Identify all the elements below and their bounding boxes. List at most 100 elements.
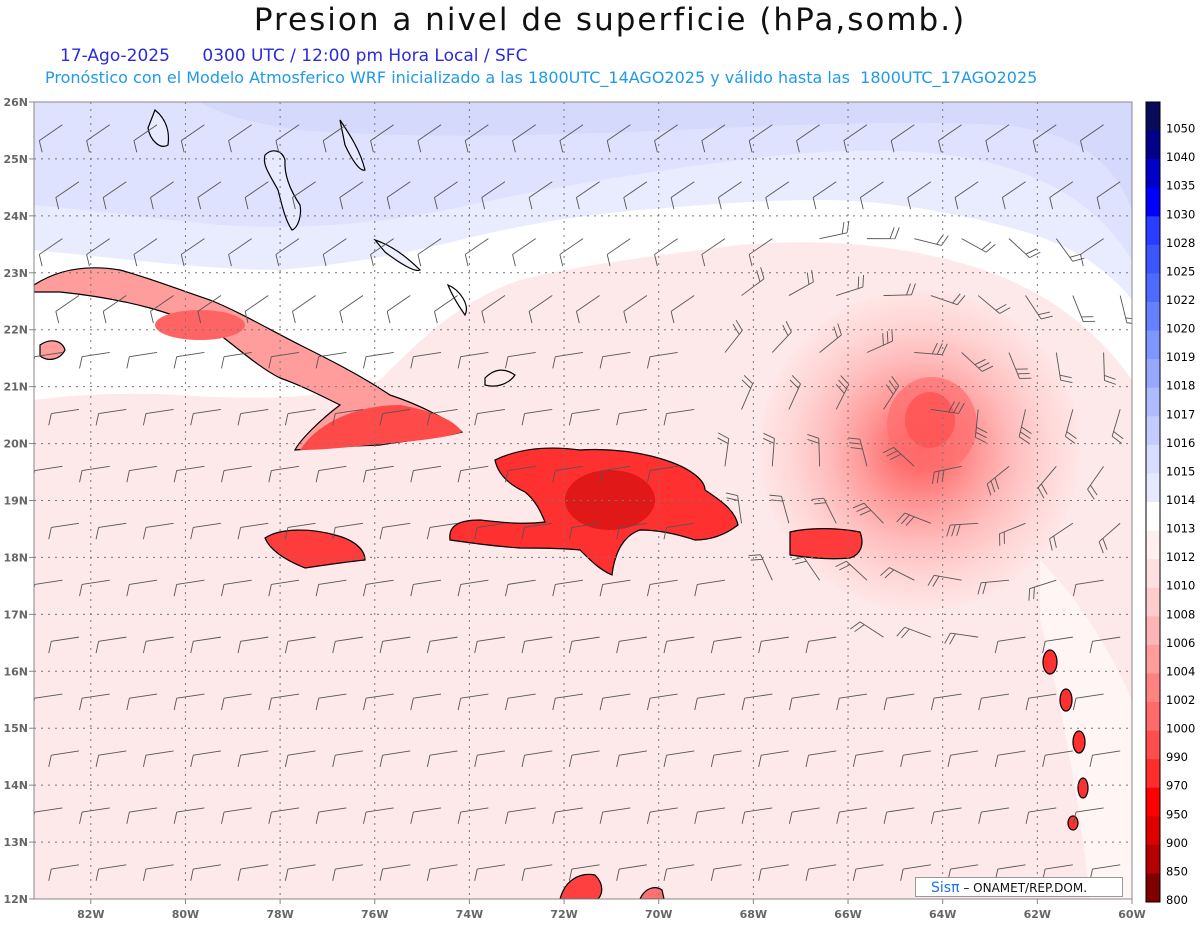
wind-barb xyxy=(977,295,1011,314)
wind-barb xyxy=(741,693,773,711)
wind-barb xyxy=(457,579,489,597)
wind-barb xyxy=(646,693,678,711)
wind-barb xyxy=(788,693,820,711)
wind-barb xyxy=(363,693,394,711)
wind-barb xyxy=(474,636,505,654)
wind-barb xyxy=(434,181,458,210)
wind-barb xyxy=(386,295,411,324)
wind-barb xyxy=(961,352,994,372)
wind-barb xyxy=(646,807,678,824)
wind-barb xyxy=(883,375,900,410)
wind-barb xyxy=(616,750,647,767)
colorbar-label: 900 xyxy=(1166,836,1188,850)
wind-barb xyxy=(961,238,996,253)
wind-barb xyxy=(505,693,536,711)
wind-barb xyxy=(646,579,678,597)
wind-barb xyxy=(694,807,726,824)
wind-barb xyxy=(930,401,965,414)
wind-barb xyxy=(133,238,158,267)
lat-label: 25N xyxy=(3,153,28,166)
wind-barb xyxy=(221,465,252,483)
lon-label: 64W xyxy=(929,908,956,921)
wind-barb xyxy=(142,750,174,767)
wind-barb xyxy=(332,864,363,881)
wind-barb xyxy=(55,181,80,210)
wind-barb xyxy=(284,522,316,540)
wind-barb xyxy=(284,408,316,426)
wind-barb xyxy=(907,181,932,210)
wind-barb xyxy=(568,864,600,881)
wind-barb xyxy=(505,579,536,597)
colorbar-swatch xyxy=(1146,644,1160,674)
wind-barb xyxy=(836,807,868,824)
wind-barb xyxy=(748,554,773,581)
wind-barb xyxy=(126,465,158,483)
lat-label: 20N xyxy=(3,438,28,451)
wind-barb xyxy=(268,579,300,597)
wind-barb xyxy=(552,352,584,369)
wind-barb xyxy=(646,352,678,369)
wind-barb xyxy=(866,329,893,353)
wind-barb xyxy=(552,807,584,824)
wind-barb xyxy=(1072,295,1096,322)
wind-barb xyxy=(1089,636,1121,654)
wind-barb xyxy=(457,807,489,824)
wind-barb xyxy=(836,693,868,711)
colorbar-swatch xyxy=(1146,273,1160,303)
wind-barb xyxy=(1025,807,1057,824)
wind-barb xyxy=(947,750,979,767)
wind-barb xyxy=(228,238,252,267)
wind-barb xyxy=(710,750,742,767)
wind-barb xyxy=(930,807,962,824)
wind-barb xyxy=(999,522,1026,546)
wind-barb xyxy=(379,864,411,881)
wind-barb xyxy=(880,567,915,581)
wind-barb xyxy=(882,446,915,467)
wind-barb xyxy=(379,636,411,654)
wind-barb xyxy=(284,636,316,654)
colorbar-swatch xyxy=(1146,159,1160,189)
wind-barb xyxy=(994,750,1026,767)
wind-barb xyxy=(275,238,300,267)
wind-barb xyxy=(48,864,80,881)
colorbar-swatch xyxy=(1146,787,1160,817)
colorbar-swatch xyxy=(1146,559,1160,589)
colorbar-swatch xyxy=(1146,502,1160,532)
wind-barb xyxy=(616,408,647,426)
wind-barb xyxy=(505,352,536,369)
wind-barb xyxy=(701,124,726,153)
wind-barb xyxy=(79,807,110,824)
colorbar-swatch xyxy=(1146,187,1160,217)
wind-barb xyxy=(883,807,915,824)
wind-barb xyxy=(268,693,300,711)
wind-barb xyxy=(836,275,864,296)
wind-barb xyxy=(663,636,695,654)
wind-barb xyxy=(363,352,394,369)
lat-label: 24N xyxy=(3,210,28,223)
wind-barb xyxy=(805,864,837,881)
colorbar-swatch xyxy=(1146,730,1160,760)
wind-barb xyxy=(946,522,979,537)
wind-barb xyxy=(568,636,600,654)
wind-barb xyxy=(852,750,884,767)
wind-barb xyxy=(268,352,300,369)
wind-barb xyxy=(521,636,553,654)
wind-barb xyxy=(883,693,915,711)
colorbar-swatch xyxy=(1146,816,1160,846)
wind-barb xyxy=(931,465,962,485)
wind-barb xyxy=(974,409,988,444)
wind-barb xyxy=(646,465,678,483)
wind-barb xyxy=(363,465,394,483)
wind-barb xyxy=(792,556,821,581)
colorbar-frame xyxy=(1145,101,1161,903)
valid-time-line: 17-Ago-2025 0300 UTC / 12:00 pm Hora Loc… xyxy=(60,46,527,66)
colorbar-swatch xyxy=(1146,587,1160,617)
lon-label: 80W xyxy=(172,908,199,921)
colorbar-label: 1020 xyxy=(1166,322,1195,336)
wind-barb xyxy=(173,807,205,824)
wind-barb xyxy=(190,408,222,426)
colorbar-swatch xyxy=(1146,673,1160,703)
colorbar-label: 1010 xyxy=(1166,579,1195,593)
wind-barb xyxy=(173,579,205,597)
wind-barb xyxy=(457,465,489,483)
